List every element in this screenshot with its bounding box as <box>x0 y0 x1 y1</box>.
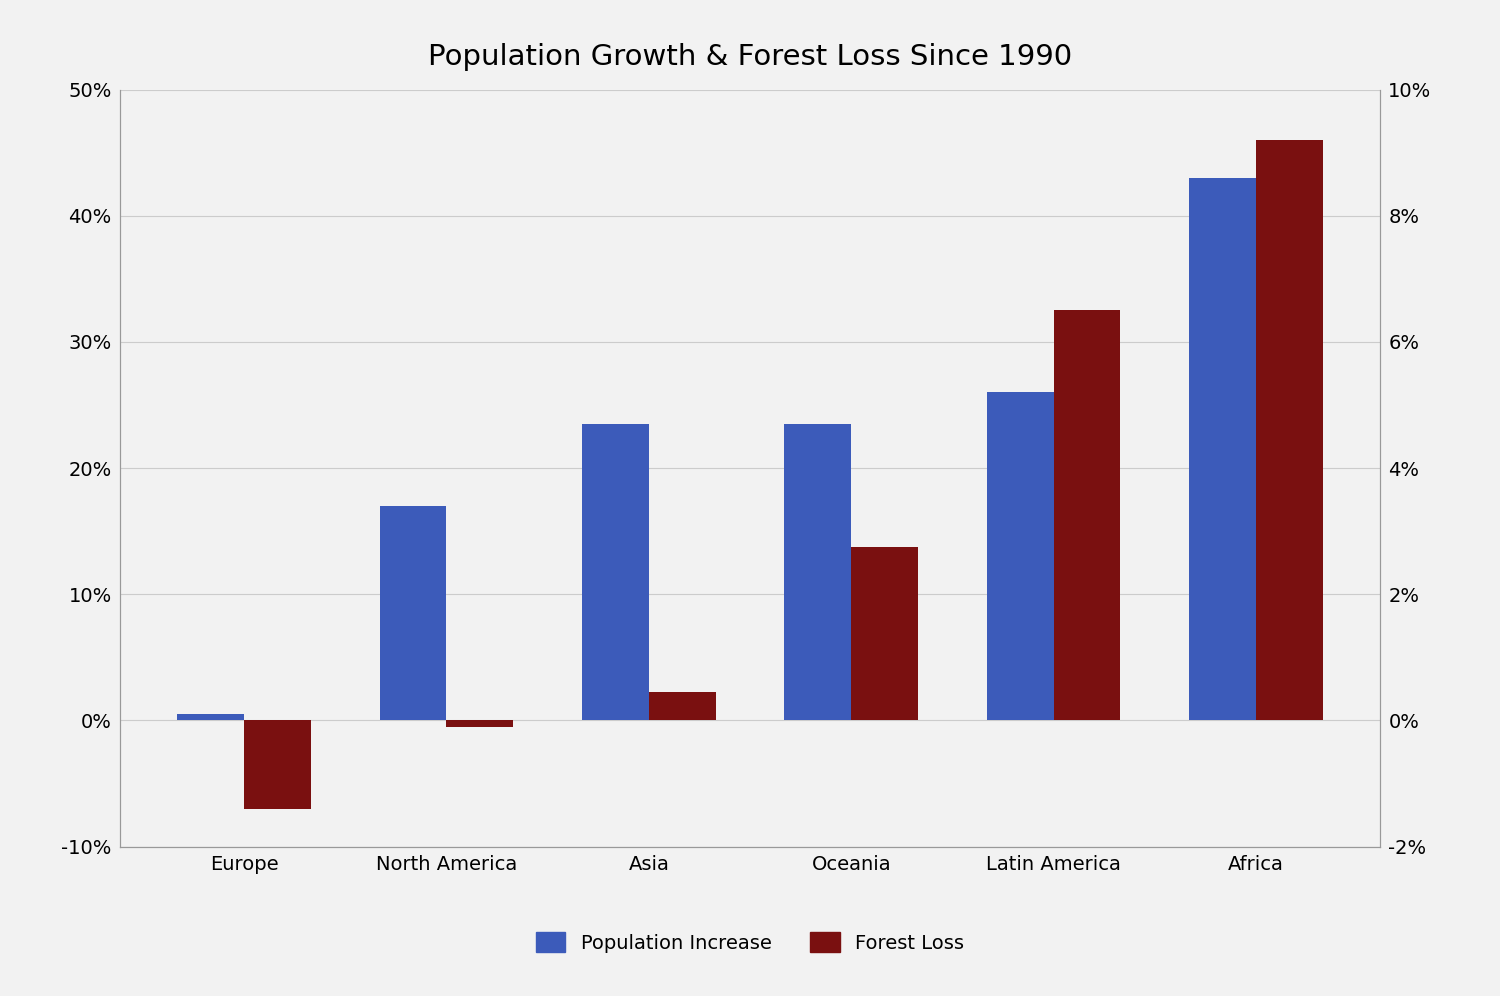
Bar <box>447 720 513 727</box>
Bar <box>850 547 918 720</box>
Bar <box>177 714 244 720</box>
Bar <box>582 424 650 720</box>
Bar <box>650 692 716 720</box>
Bar <box>987 392 1053 720</box>
Bar <box>380 506 447 720</box>
Title: Population Growth & Forest Loss Since 1990: Population Growth & Forest Loss Since 19… <box>427 43 1072 71</box>
Bar <box>244 720 310 809</box>
Legend: Population Increase, Forest Loss: Population Increase, Forest Loss <box>528 924 972 960</box>
Bar <box>1190 178 1256 720</box>
Bar <box>1053 311 1120 720</box>
Bar <box>784 424 850 720</box>
Bar <box>1256 140 1323 720</box>
